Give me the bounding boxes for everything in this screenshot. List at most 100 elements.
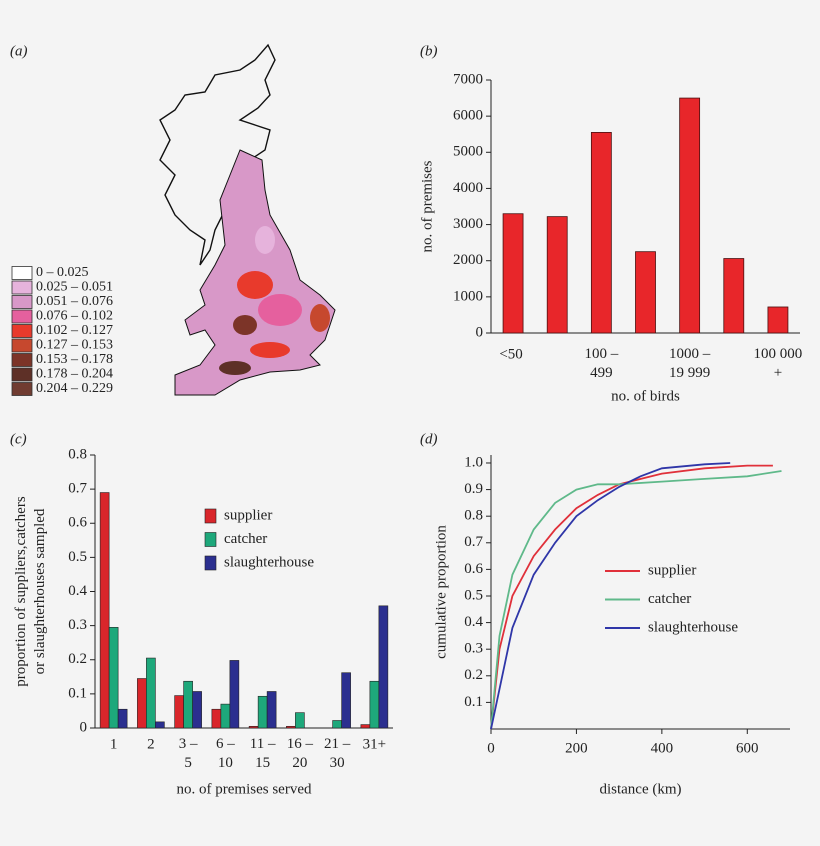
bar [192, 691, 202, 729]
map-shape [159, 43, 336, 396]
line [490, 464, 773, 730]
y-tick-label: 0.4 [68, 583, 87, 599]
x-tick-label: <50 [499, 346, 522, 362]
map-blob [233, 315, 257, 335]
legend-label: catcher [648, 591, 691, 607]
x-tick-label: 1 [110, 736, 118, 752]
x-axis-label: distance (km) [599, 781, 681, 797]
y-tick-label: 0.3 [68, 617, 87, 633]
legend-label: 0.102 – 0.127 [36, 323, 113, 338]
x-axis-label: no. of premises served [177, 781, 312, 797]
bar [146, 657, 156, 729]
legend-swatch [11, 280, 33, 295]
bar [117, 708, 128, 729]
bar [286, 725, 296, 729]
y-tick-label: 0.5 [464, 587, 483, 603]
bar [257, 695, 268, 729]
legend-swatch [11, 353, 33, 367]
y-tick-label: 0.6 [68, 515, 87, 531]
map-blob [237, 271, 273, 299]
line [490, 462, 731, 730]
x-tick-label: 16 –20 [287, 736, 314, 771]
x-tick-label: 6 –10 [216, 736, 235, 771]
y-tick-label: 0.2 [464, 667, 483, 683]
bar [266, 691, 277, 729]
legend-swatch [11, 266, 33, 280]
bar [108, 627, 119, 729]
y-tick-label: 2000 [453, 252, 483, 268]
legend-label: 0.178 – 0.204 [36, 367, 113, 382]
bar [229, 660, 240, 729]
legend-label: 0 – 0.025 [36, 265, 89, 280]
bar [360, 724, 371, 729]
bar [723, 258, 745, 334]
legend-label: supplier [224, 507, 272, 523]
y-tick-label: 0.1 [464, 694, 483, 710]
y-tick-label: 0.7 [68, 481, 87, 497]
map-blob [310, 304, 330, 332]
bar [99, 492, 110, 729]
y-tick-label: 1.0 [464, 454, 483, 470]
bar [546, 216, 568, 334]
bar [679, 97, 701, 334]
bar [341, 672, 351, 729]
bar [220, 703, 231, 729]
bar [295, 712, 305, 729]
y-tick-label: 0.8 [68, 446, 87, 462]
legend-swatch [204, 532, 217, 547]
panel-label: (c) [10, 431, 27, 447]
x-tick-label: 0 [487, 740, 495, 756]
y-tick-label: 0.7 [464, 534, 483, 550]
x-tick-label: 3 –5 [179, 736, 198, 771]
panel-label: (b) [420, 43, 438, 59]
x-tick-label: 100 –499 [584, 346, 618, 381]
legend-swatch [204, 508, 217, 524]
bar [211, 708, 222, 729]
legend-label: 0.127 – 0.153 [36, 338, 113, 353]
y-axis-label: cumulative proportion [433, 525, 449, 659]
legend-label: slaughterhouse [648, 619, 738, 635]
legend-label: supplier [648, 562, 696, 578]
legend-label: slaughterhouse [224, 554, 314, 570]
y-axis-label: no. of premises [419, 160, 435, 252]
x-tick-label: 200 [565, 740, 588, 756]
y-tick-label: 0.4 [464, 614, 483, 630]
x-tick-label: 100 000 + [754, 346, 803, 381]
map-blob [250, 342, 290, 358]
y-tick-label: 0 [80, 719, 88, 735]
bar [590, 132, 612, 334]
y-tick-label: 0.6 [464, 561, 483, 577]
y-tick-label: 3000 [453, 216, 483, 232]
map-blob [258, 294, 302, 326]
bar [248, 725, 259, 729]
y-tick-label: 0.2 [68, 651, 87, 667]
y-tick-label: 0.3 [464, 641, 483, 657]
map-blob [219, 361, 251, 375]
y-tick-label: 5000 [453, 144, 483, 160]
y-tick-label: 6000 [453, 108, 483, 124]
bar [174, 695, 184, 729]
y-tick-label: 7000 [453, 71, 483, 87]
bar [369, 680, 380, 729]
legend-swatch [204, 555, 217, 571]
bar [155, 721, 165, 729]
x-tick-label: 2 [147, 736, 155, 752]
y-tick-label: 0.9 [464, 481, 483, 497]
legend-label: catcher [224, 531, 267, 547]
x-tick-label: 11 –15 [250, 736, 276, 771]
bar [767, 306, 789, 334]
line [490, 470, 782, 730]
legend-label: 0.051 – 0.076 [36, 294, 113, 309]
legend-label: 0.204 – 0.229 [36, 381, 113, 396]
y-tick-label: 0.5 [68, 549, 87, 565]
legend-swatch [11, 324, 33, 338]
legend-label: 0.153 – 0.178 [36, 352, 113, 367]
legend-label: 0.025 – 0.051 [36, 280, 113, 295]
y-tick-label: 0.1 [68, 685, 87, 701]
x-tick-label: 400 [651, 740, 674, 756]
y-tick-label: 1000 [453, 288, 483, 304]
bar [137, 678, 147, 729]
y-tick-label: 4000 [453, 180, 483, 196]
